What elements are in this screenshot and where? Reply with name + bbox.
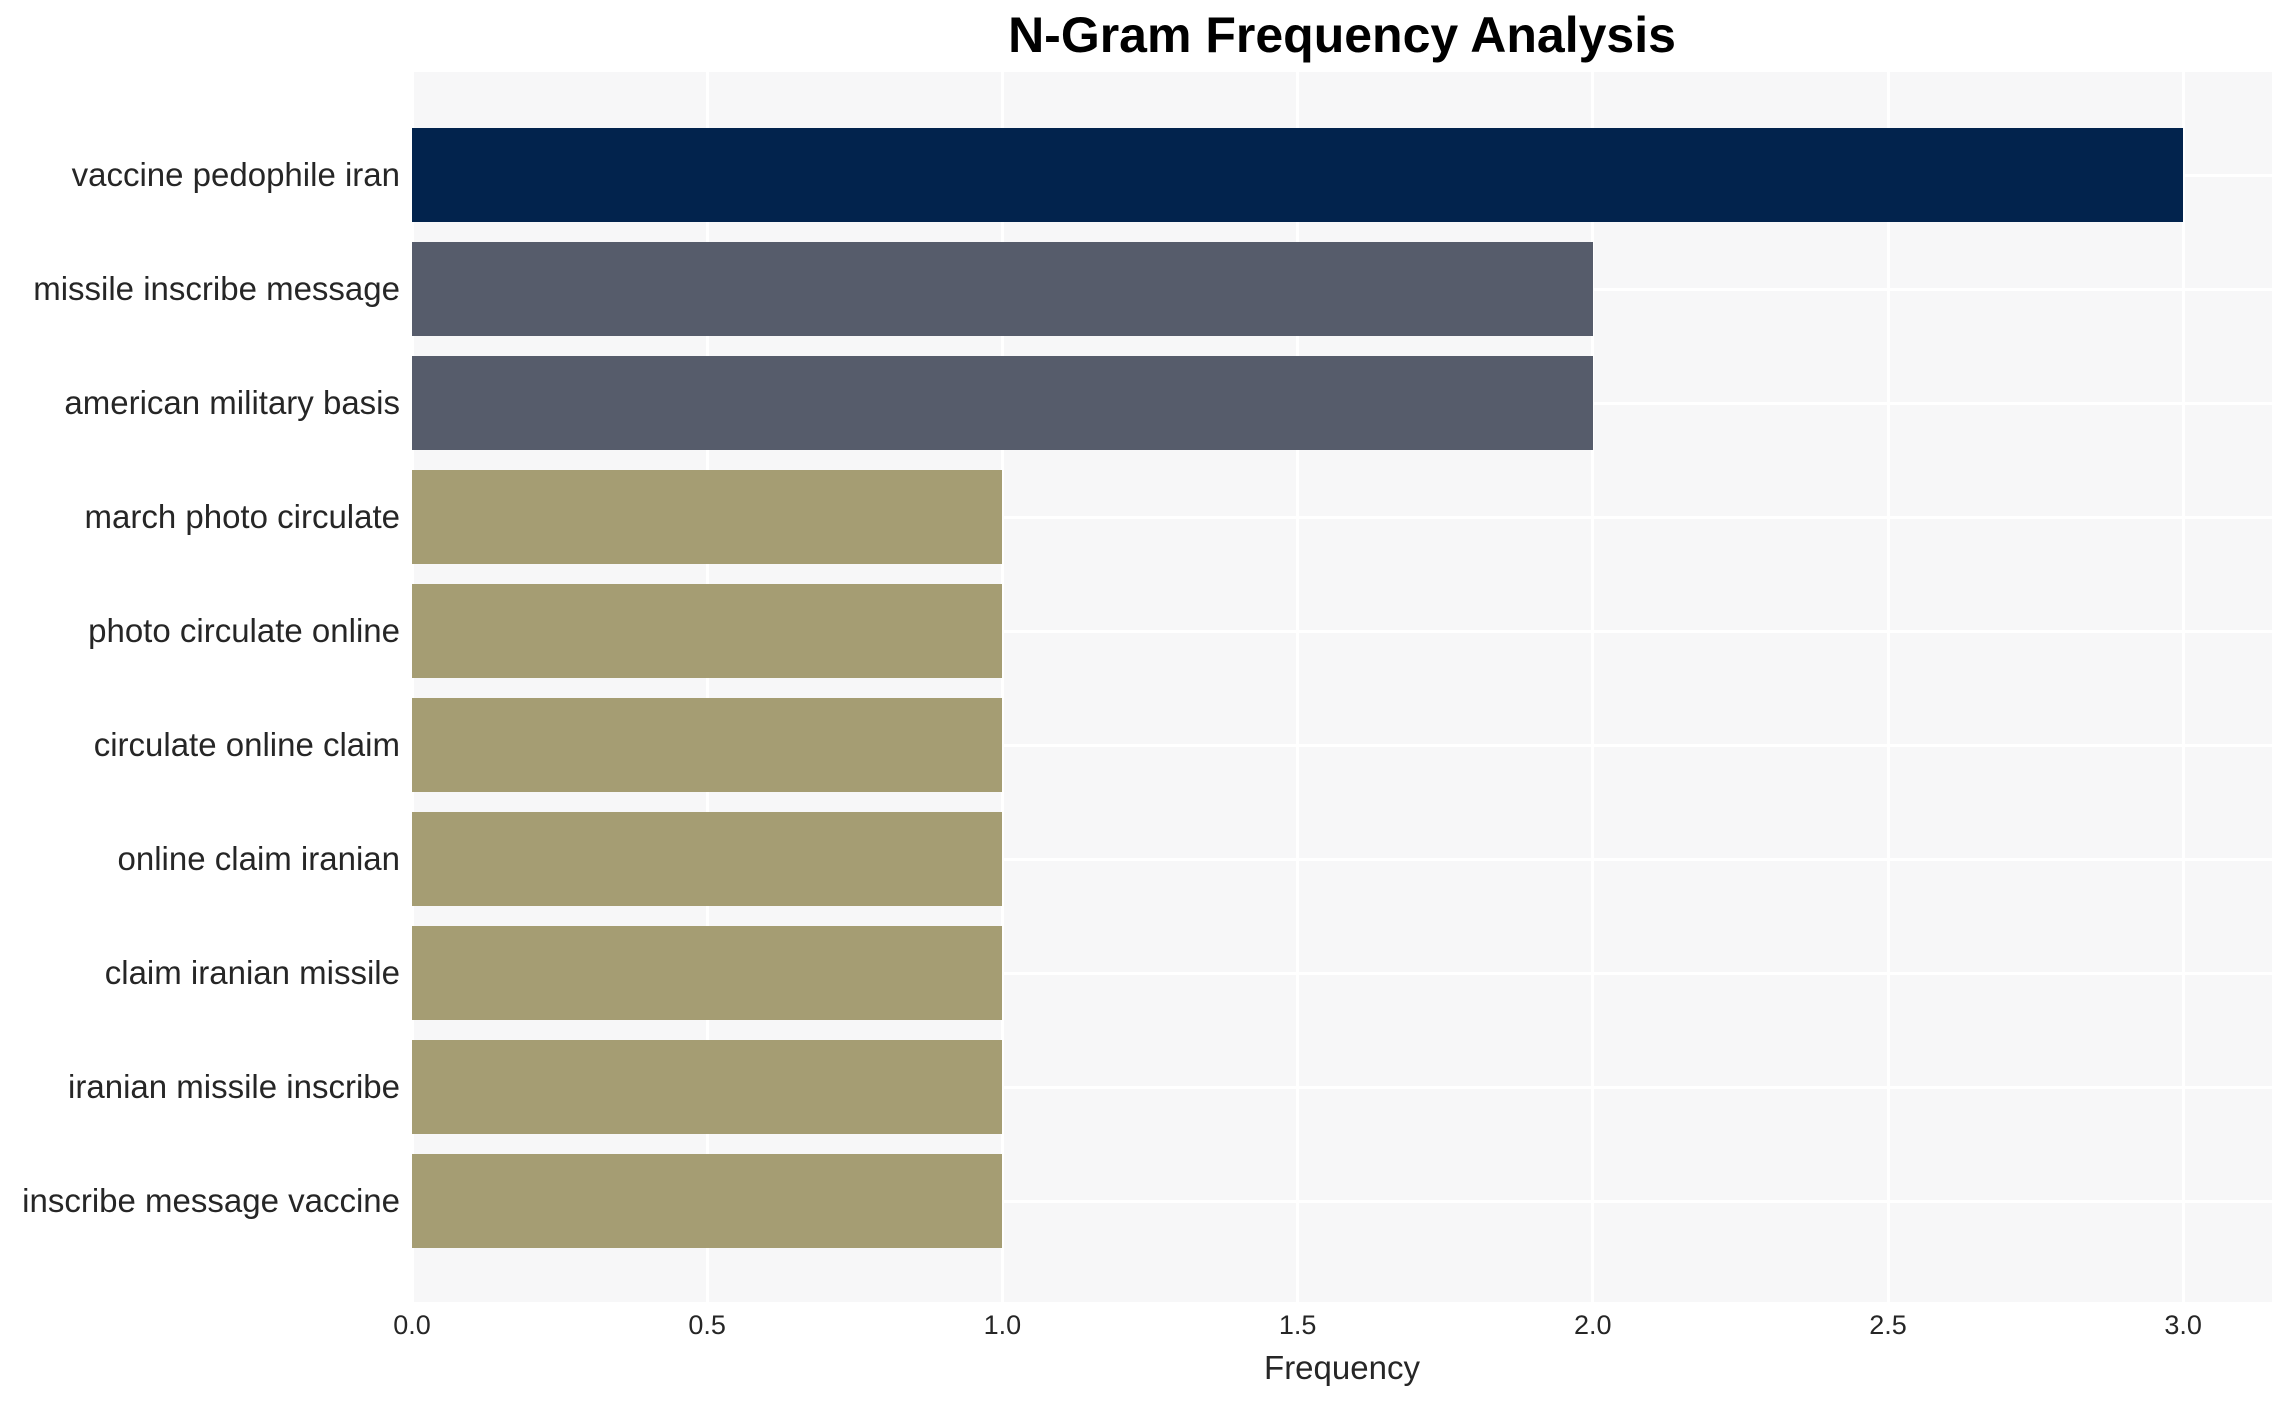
x-axis-tick-labels: 0.0 0.5 1.0 1.5 2.0 2.5 3.0 [0, 1310, 2291, 1350]
grid-line-vertical [1591, 72, 1595, 1302]
grid-line-vertical [705, 72, 709, 1302]
y-axis-category-labels: vaccine pedophile iran missile inscribe m… [0, 0, 400, 1402]
x-tick-label: 1.0 [983, 1310, 1022, 1340]
x-tick-label: 0.5 [688, 1310, 726, 1340]
category-label: photo circulate online [88, 612, 400, 650]
plot-area [410, 72, 2272, 1302]
bar-circulate-online-claim [412, 698, 1003, 793]
grid-line-vertical [410, 72, 414, 1302]
grid-line-vertical [2181, 72, 2185, 1302]
category-label: iranian missile inscribe [68, 1068, 400, 1106]
bar-missile-inscribe-message [412, 242, 1593, 337]
grid-line-vertical [1000, 72, 1004, 1302]
grid-line-vertical [1296, 72, 1300, 1302]
category-label: american military basis [64, 384, 400, 422]
grid-line-horizontal [412, 1199, 2272, 1203]
bar-online-claim-iranian [412, 812, 1003, 907]
grid-line-horizontal [412, 515, 2272, 519]
grid-line-horizontal [412, 857, 2272, 861]
category-label: online claim iranian [117, 840, 400, 878]
bar-iranian-missile-inscribe [412, 1040, 1003, 1135]
category-label: march photo circulate [84, 498, 400, 536]
bar-claim-iranian-missile [412, 926, 1003, 1021]
category-label: inscribe message vaccine [22, 1182, 400, 1220]
x-tick-label: 2.0 [1574, 1310, 1612, 1340]
grid-line-vertical [1886, 72, 1890, 1302]
chart-title: N-Gram Frequency Analysis [1008, 7, 1676, 63]
grid-line-horizontal [412, 1085, 2272, 1089]
category-label: vaccine pedophile iran [71, 156, 400, 193]
grid-line-horizontal [412, 743, 2272, 747]
x-tick-label: 3.0 [2164, 1310, 2202, 1340]
bar-vaccine-pedophile-iran [412, 128, 2184, 222]
category-label: claim iranian missile [104, 954, 400, 992]
category-label: missile inscribe message [33, 270, 400, 308]
bar-march-photo-circulate [412, 470, 1003, 565]
x-tick-label: 1.5 [1278, 1310, 1317, 1340]
x-tick-label: 2.5 [1869, 1310, 1907, 1340]
grid-line-horizontal [412, 629, 2272, 633]
x-axis-label: Frequency [1264, 1349, 1420, 1386]
x-tick-label: 0.0 [393, 1310, 431, 1340]
bar-photo-circulate-online [412, 584, 1003, 679]
grid-line-horizontal [412, 971, 2272, 975]
bar-inscribe-message-vaccine [412, 1154, 1003, 1249]
bar-american-military-basis [412, 356, 1593, 451]
category-label: circulate online claim [93, 726, 400, 764]
